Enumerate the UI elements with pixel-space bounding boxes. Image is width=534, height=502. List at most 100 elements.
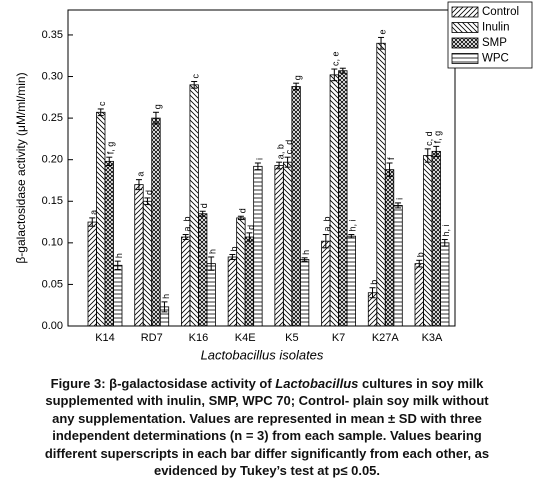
legend-swatch xyxy=(451,53,479,64)
bar xyxy=(346,235,356,327)
bar xyxy=(423,155,433,327)
bar xyxy=(189,84,199,327)
error-bar xyxy=(348,234,355,239)
y-tick-label: 0.30 xyxy=(42,70,63,82)
significance-label: d xyxy=(144,190,154,195)
significance-label: h xyxy=(114,253,124,258)
bar xyxy=(291,86,301,327)
caption-line: Figure 3: β-galactosidase activity of La… xyxy=(0,375,534,392)
significance-label: b xyxy=(229,246,239,251)
caption-text: Figure 3: β-galactosidase activity of xyxy=(50,376,276,391)
y-axis-label: β-galactosidase activity (μM/ml/min) xyxy=(14,72,28,263)
bar xyxy=(338,70,348,327)
significance-label: c xyxy=(191,74,201,79)
significance-label: c, e xyxy=(331,52,341,67)
caption-line: different superscripts in each bar diffe… xyxy=(0,445,534,462)
caption: Figure 3: β-galactosidase activity of La… xyxy=(0,375,534,479)
caption-text: independent determinations (n = 3) from … xyxy=(52,428,482,444)
x-tick-label: K5 xyxy=(285,332,298,344)
y-tick-label: 0.15 xyxy=(42,195,63,207)
y-tick-label: 0.35 xyxy=(42,29,63,41)
significance-label: d xyxy=(237,208,247,213)
bar xyxy=(206,263,216,327)
error-bar xyxy=(276,161,283,170)
significance-label: c, d xyxy=(284,140,294,155)
bar xyxy=(253,165,263,327)
bar xyxy=(393,205,403,327)
error-bar xyxy=(441,239,448,247)
bar xyxy=(431,150,441,327)
error-bar xyxy=(284,156,291,168)
legend-swatch xyxy=(451,6,479,18)
error-bar xyxy=(322,234,329,249)
error-bar xyxy=(182,234,189,241)
error-bar xyxy=(114,260,121,270)
error-bar xyxy=(369,287,376,299)
error-bar xyxy=(246,232,253,242)
significance-label: i xyxy=(254,158,264,160)
caption-text: supplemented with inulin, SMP, WPC 70; C… xyxy=(45,393,489,409)
significance-label: a xyxy=(135,172,145,177)
error-bar xyxy=(97,108,104,117)
significance-label: f, g xyxy=(433,131,443,144)
caption-text: evidenced by Tukey’s test at p≤ 0.05. xyxy=(153,463,381,479)
bar xyxy=(299,259,310,327)
error-bar xyxy=(301,257,308,262)
significance-label: h xyxy=(161,294,171,299)
error-bar xyxy=(161,301,168,313)
significance-label: c xyxy=(97,101,107,106)
error-bar xyxy=(89,217,96,227)
error-bar xyxy=(433,145,440,157)
x-tick-label: K3A xyxy=(422,332,443,344)
significance-label: b xyxy=(416,252,426,257)
legend-label: WPC xyxy=(482,53,509,65)
error-bar xyxy=(378,36,385,50)
x-tick-label: K7 xyxy=(332,332,345,344)
significance-label: f, g xyxy=(106,142,116,155)
significance-label: e xyxy=(377,29,387,34)
significance-label: h xyxy=(208,249,218,254)
significance-label: h, i xyxy=(441,225,451,237)
error-bar xyxy=(293,82,300,91)
bar xyxy=(321,240,331,327)
caption-line: independent determinations (n = 3) from … xyxy=(0,427,534,444)
legend-label: Control xyxy=(482,6,519,18)
significance-label: a, b xyxy=(275,144,285,159)
x-tick-label: K27A xyxy=(372,332,400,344)
bar xyxy=(142,200,153,327)
caption-line: any supplementation. Values are represen… xyxy=(0,410,534,427)
bar xyxy=(376,42,386,327)
bar xyxy=(181,236,191,327)
bar xyxy=(414,263,424,327)
error-bar xyxy=(237,215,244,221)
error-bar xyxy=(191,81,198,89)
significance-label: g xyxy=(292,75,302,80)
bar xyxy=(274,165,284,327)
legend-swatch xyxy=(451,37,479,49)
bar xyxy=(440,242,450,327)
legend-label: SMP xyxy=(482,37,507,49)
significance-label: a, b xyxy=(182,217,192,232)
significance-label: f xyxy=(386,157,396,160)
bar xyxy=(96,111,106,327)
error-bar xyxy=(208,256,215,271)
error-bar xyxy=(339,67,346,74)
significance-label: h, i xyxy=(348,220,358,232)
y-tick-label: 0.00 xyxy=(42,320,63,332)
error-bar xyxy=(416,259,423,268)
x-tick-label: K4E xyxy=(235,332,256,344)
caption-text: any supplementation. Values are represen… xyxy=(52,410,482,426)
y-tick-label: 0.05 xyxy=(42,278,63,290)
bar xyxy=(244,236,255,327)
legend-label: Inulin xyxy=(482,22,510,34)
caption-line: evidenced by Tukey’s test at p≤ 0.05. xyxy=(0,462,534,479)
bar xyxy=(227,256,238,327)
error-bar xyxy=(135,179,142,191)
significance-label: b xyxy=(369,280,379,285)
x-tick-label: K16 xyxy=(189,332,209,344)
bar xyxy=(87,221,97,327)
bar xyxy=(329,74,339,327)
caption-line: supplemented with inulin, SMP, WPC 70; C… xyxy=(0,392,534,409)
bar xyxy=(384,169,395,327)
